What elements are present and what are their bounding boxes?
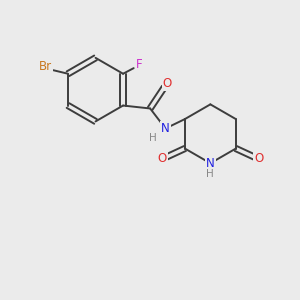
Text: Br: Br: [39, 61, 52, 74]
Text: F: F: [136, 58, 142, 70]
Text: N: N: [161, 122, 170, 135]
Text: O: O: [254, 152, 263, 165]
Text: O: O: [158, 152, 167, 165]
Text: H: H: [149, 133, 157, 143]
Text: H: H: [206, 169, 214, 179]
Text: N: N: [206, 157, 215, 170]
Text: O: O: [163, 77, 172, 90]
